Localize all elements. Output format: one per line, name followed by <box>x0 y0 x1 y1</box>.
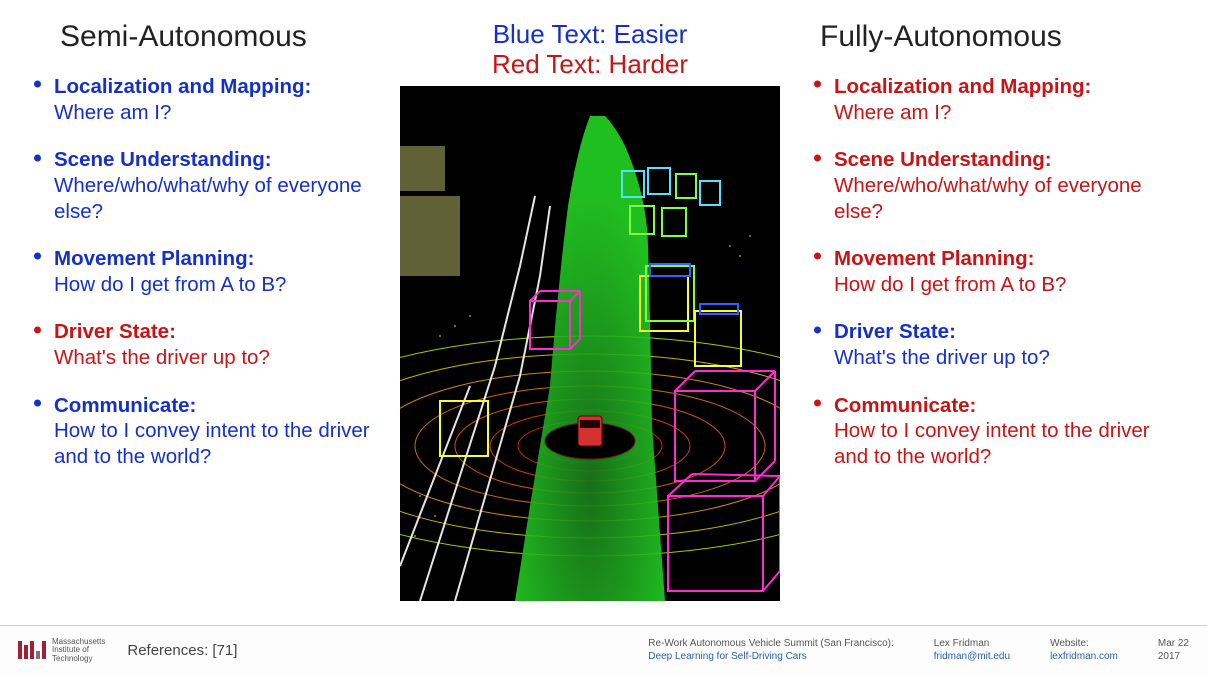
slide-content: Semi-Autonomous Localization and Mapping… <box>0 0 1207 615</box>
bullet-desc: Where am I? <box>54 100 390 126</box>
bullet-title: Localization and Mapping: <box>834 75 1091 98</box>
bullet-desc: How to I convey intent to the driver and… <box>834 418 1170 469</box>
lidar-svg <box>400 86 780 601</box>
slide-footer: Massachusetts Institute of Technology Re… <box>0 625 1207 675</box>
bullet-title: Movement Planning: <box>834 247 1034 270</box>
mit-logo-icon <box>18 641 46 659</box>
author-email: fridman@mit.edu <box>934 651 1010 664</box>
bullet-dot-icon <box>34 253 41 260</box>
difficulty-legend: Blue Text: Easier Red Text: Harder <box>492 20 688 80</box>
author-name: Lex Fridman <box>934 638 1010 651</box>
date-line1: Mar 22 <box>1158 638 1189 651</box>
bullet-dot-icon <box>814 154 821 161</box>
references: References: [71] <box>127 642 237 659</box>
bullet-dot-icon <box>34 81 41 88</box>
bullet-dot-icon <box>34 326 41 333</box>
bullet-title: Localization and Mapping: <box>54 75 311 98</box>
bullet-list-right: Localization and Mapping: Where am I? Sce… <box>810 74 1170 492</box>
bullet-item: Driver State: What's the driver up to? <box>810 319 1170 370</box>
bullet-item: Localization and Mapping: Where am I? <box>810 74 1170 125</box>
bullet-dot-icon <box>34 399 41 406</box>
bullet-dot-icon <box>814 399 821 406</box>
bullet-dot-icon <box>814 81 821 88</box>
bullet-dot-icon <box>34 154 41 161</box>
bullet-desc: Where am I? <box>834 100 1170 126</box>
bullet-dot-icon <box>814 253 821 260</box>
legend-easier: Blue Text: Easier <box>492 20 688 50</box>
bullet-item: Localization and Mapping: Where am I? <box>30 74 390 125</box>
column-fully-autonomous: Fully-Autonomous Localization and Mappin… <box>810 20 1170 605</box>
bullet-desc: Where/who/what/why of everyone else? <box>834 173 1170 224</box>
bullet-list-left: Localization and Mapping: Where am I? Sce… <box>30 74 390 492</box>
bullet-item: Communicate: How to I convey intent to t… <box>30 393 390 470</box>
bullet-desc: Where/who/what/why of everyone else? <box>54 173 390 224</box>
bullet-item: Movement Planning: How do I get from A t… <box>810 246 1170 297</box>
bullet-item: Movement Planning: How do I get from A t… <box>30 246 390 297</box>
bullet-dot-icon <box>814 326 821 333</box>
legend-harder: Red Text: Harder <box>492 50 688 80</box>
column-title-right: Fully-Autonomous <box>810 20 1170 54</box>
column-semi-autonomous: Semi-Autonomous Localization and Mapping… <box>30 20 390 605</box>
footer-author: Lex Fridman fridman@mit.edu <box>934 638 1010 663</box>
bullet-item: Driver State: What's the driver up to? <box>30 319 390 370</box>
bullet-title: Communicate: <box>54 394 196 417</box>
bullet-title: Scene Understanding: <box>834 148 1052 171</box>
mit-logo: Massachusetts Institute of Technology <box>18 638 105 663</box>
bullet-item: Scene Understanding: Where/who/what/why … <box>30 147 390 224</box>
website-label: Website: <box>1050 638 1118 651</box>
references-label: References: <box>127 642 208 659</box>
mit-logo-text: Massachusetts Institute of Technology <box>52 638 105 663</box>
event-title: Re-Work Autonomous Vehicle Summit (San F… <box>648 638 893 651</box>
bullet-desc: How to I convey intent to the driver and… <box>54 418 390 469</box>
footer-event: Re-Work Autonomous Vehicle Summit (San F… <box>648 638 893 663</box>
bullet-desc: What's the driver up to? <box>54 345 390 371</box>
bullet-desc: How do I get from A to B? <box>54 272 390 298</box>
bullet-desc: What's the driver up to? <box>834 345 1170 371</box>
references-value: [71] <box>212 642 237 659</box>
bullet-title: Communicate: <box>834 394 976 417</box>
slide: Semi-Autonomous Localization and Mapping… <box>0 0 1207 675</box>
bullet-item: Communicate: How to I convey intent to t… <box>810 393 1170 470</box>
institute-line: Technology <box>52 655 105 663</box>
column-title-left: Semi-Autonomous <box>30 20 390 54</box>
bullet-title: Movement Planning: <box>54 247 254 270</box>
lidar-visualization <box>400 86 780 601</box>
date-line2: 2017 <box>1158 651 1189 664</box>
bullet-item: Scene Understanding: Where/who/what/why … <box>810 147 1170 224</box>
column-center: Blue Text: Easier Red Text: Harder <box>390 20 790 605</box>
event-subtitle: Deep Learning for Self-Driving Cars <box>648 651 893 664</box>
bullet-title: Scene Understanding: <box>54 148 272 171</box>
footer-website: Website: lexfridman.com <box>1050 638 1118 663</box>
website-value: lexfridman.com <box>1050 651 1118 664</box>
bullet-desc: How do I get from A to B? <box>834 272 1170 298</box>
bullet-title: Driver State: <box>834 320 956 343</box>
bullet-title: Driver State: <box>54 320 176 343</box>
footer-date: Mar 22 2017 <box>1158 638 1189 663</box>
